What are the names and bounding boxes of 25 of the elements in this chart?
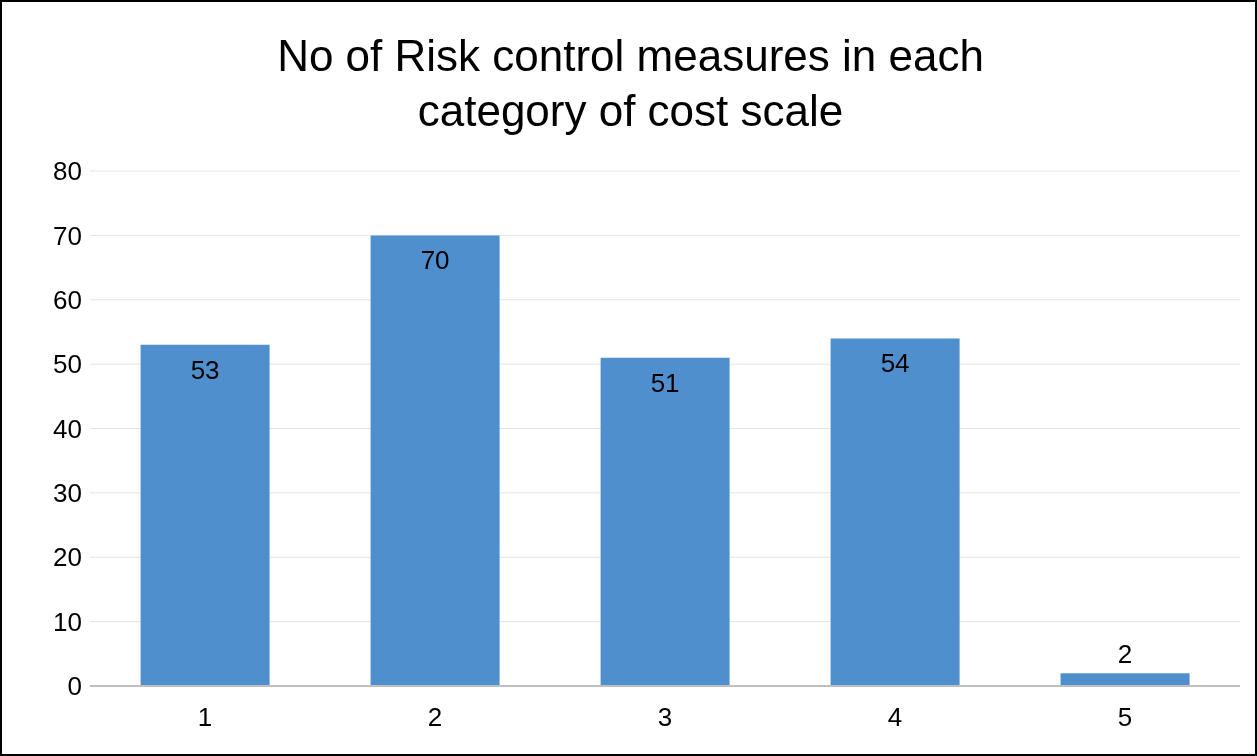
x-tick-label: 5 — [1117, 702, 1133, 733]
y-tick-label: 70 — [53, 220, 82, 251]
y-tick-label: 50 — [53, 349, 82, 380]
data-label: 51 — [650, 367, 680, 398]
y-tick-label: 40 — [53, 413, 82, 444]
bar — [1060, 673, 1190, 686]
y-tick-label: 20 — [53, 542, 82, 573]
x-tick-label: 3 — [657, 702, 673, 733]
x-tick-label: 1 — [197, 702, 213, 733]
y-tick-label: 30 — [53, 478, 82, 509]
x-tick-label: 2 — [427, 702, 443, 733]
data-label: 54 — [880, 348, 910, 379]
y-tick-label: 10 — [53, 606, 82, 637]
y-tick-label: 80 — [53, 156, 82, 187]
data-label: 2 — [1117, 639, 1133, 670]
y-tick-label: 60 — [53, 284, 82, 315]
bar — [370, 235, 500, 686]
data-label: 53 — [190, 354, 220, 385]
bar — [830, 338, 960, 686]
y-tick-label: 0 — [67, 671, 82, 702]
chart-title: No of Risk control measures in each category of cost scale — [276, 30, 985, 137]
data-label: 70 — [420, 245, 450, 276]
bar — [600, 357, 730, 686]
bar — [140, 344, 270, 686]
x-tick-label: 4 — [887, 702, 903, 733]
